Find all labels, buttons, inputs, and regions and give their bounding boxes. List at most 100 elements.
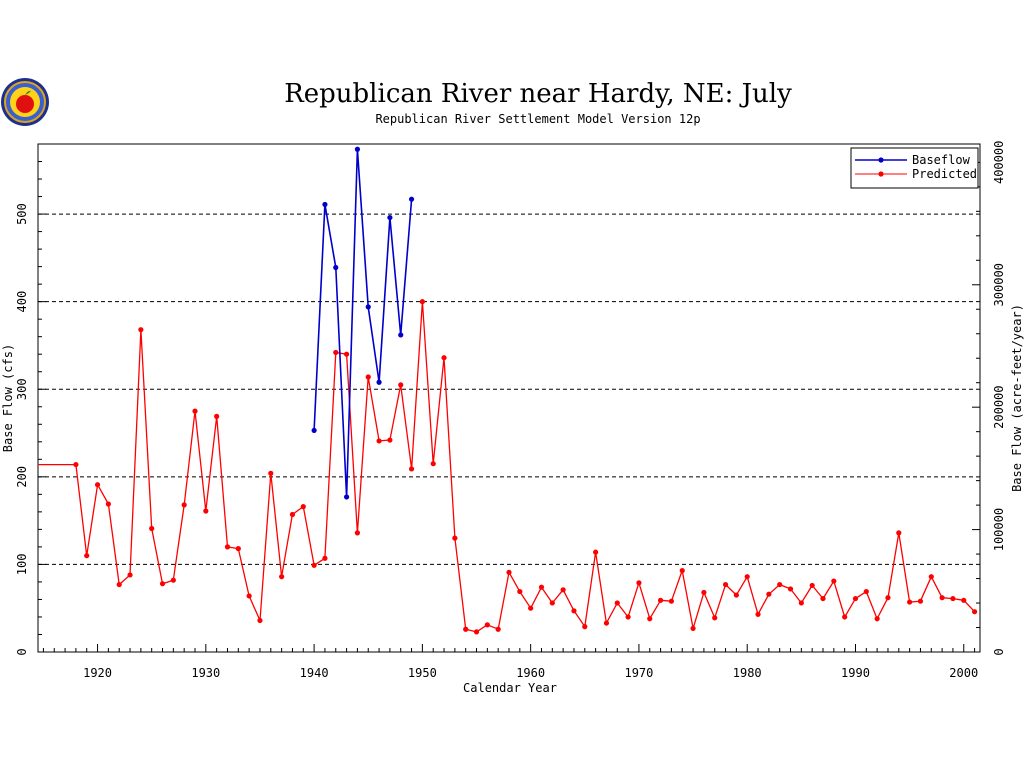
predicted-point (820, 595, 826, 602)
predicted-point (84, 553, 90, 559)
x-tick-label: 2000 (949, 666, 978, 680)
predicted-point (885, 595, 891, 601)
predicted-point (690, 625, 696, 631)
grid-lines (38, 213, 980, 565)
predicted-point (257, 617, 263, 624)
predicted-point (94, 482, 101, 488)
baseflow-point (398, 332, 404, 338)
predicted-point (517, 588, 523, 595)
predicted-point (441, 355, 447, 361)
legend: Baseflow Predicted (850, 147, 979, 189)
predicted-point (300, 504, 306, 510)
predicted-point (322, 555, 328, 561)
plot-frame (37, 143, 981, 653)
x-tick-label: 1960 (516, 666, 545, 680)
legend-baseflow-marker (878, 157, 884, 163)
predicted-point (733, 592, 739, 598)
predicted-point (636, 580, 642, 586)
y-tick-label: 100 (15, 554, 29, 576)
logo-seal-icon (1, 78, 49, 126)
predicted-point (235, 546, 241, 552)
predicted-point (907, 599, 913, 605)
chart-subtitle: Republican River Settlement Model Versio… (375, 112, 700, 126)
predicted-point (744, 574, 750, 580)
y-axis-label: Base Flow (cfs) (1, 344, 15, 452)
predicted-point (614, 600, 620, 606)
x-tick-label: 1970 (624, 666, 653, 680)
predicted-point (354, 530, 361, 536)
predicted-point (582, 624, 588, 630)
predicted-point (192, 408, 198, 414)
baseflow-point (343, 494, 350, 500)
predicted-point (917, 598, 924, 604)
predicted-point (506, 569, 512, 575)
predicted-point (874, 616, 880, 622)
predicted-point (105, 501, 111, 507)
legend-baseflow-label: Baseflow (912, 153, 971, 167)
predicted-point (798, 600, 804, 606)
y-axis-right-label: Base Flow (acre-feet/year) (1010, 304, 1024, 492)
predicted-point (809, 582, 815, 589)
predicted-point (950, 595, 956, 602)
predicted-point (116, 581, 122, 588)
predicted-point (224, 544, 231, 550)
y-right-tick-label: 300000 (992, 263, 1006, 306)
y-tick-label: 500 (15, 203, 29, 225)
axes: 0 100 200 300 400 500 0 100000 200000 300000 40000… (15, 141, 1006, 680)
predicted-point (279, 574, 285, 580)
predicted-point (268, 470, 274, 476)
y-tick-label: 300 (15, 378, 29, 400)
predicted-point (289, 511, 296, 518)
y-right-tick-label: 200000 (992, 386, 1006, 429)
predicted-point (668, 598, 675, 604)
predicted-point (387, 437, 393, 443)
predicted-point (203, 508, 209, 514)
predicted-point (831, 578, 837, 584)
baseflow-point (354, 146, 361, 152)
predicted-point (463, 626, 469, 632)
predicted-point (214, 413, 220, 419)
legend-predicted-label: Predicted (912, 167, 977, 181)
x-axis-label: Calendar Year (463, 681, 557, 695)
x-tick-label: 1990 (841, 666, 870, 680)
chart-title: Republican River near Hardy, NE: July (284, 79, 792, 109)
predicted-point (560, 587, 566, 593)
predicted-point (333, 349, 339, 356)
baseflow-point (408, 196, 415, 202)
predicted-point (928, 574, 934, 580)
x-tick-label: 1930 (191, 666, 220, 680)
predicted-point (473, 629, 480, 635)
predicted-point (863, 588, 869, 595)
legend-box (850, 147, 979, 189)
predicted-point (430, 461, 436, 467)
predicted-point (625, 614, 631, 620)
baseflow-point (365, 304, 371, 310)
y-tick-label: 0 (15, 648, 29, 655)
predicted-point (376, 438, 382, 444)
predicted-point (896, 530, 902, 536)
predicted-point (961, 597, 967, 603)
predicted-point (701, 589, 707, 596)
predicted-point (73, 461, 79, 468)
y-tick-label: 200 (15, 466, 29, 488)
predicted-point (311, 562, 317, 568)
predicted-point (939, 595, 945, 601)
predicted-point (787, 586, 794, 592)
predicted-point (722, 581, 729, 588)
predicted-point (138, 327, 144, 333)
baseflow-point (376, 379, 382, 385)
baseflow-point (333, 264, 339, 271)
baseflow-series-line (313, 148, 413, 498)
predicted-point (755, 611, 761, 617)
predicted-point (170, 577, 176, 583)
predicted-point (603, 620, 610, 626)
predicted-point (549, 600, 555, 606)
predicted-point (419, 299, 425, 305)
predicted-point (657, 597, 664, 603)
predicted-point (842, 614, 848, 620)
predicted-point (343, 351, 350, 357)
predicted-point (712, 615, 718, 621)
predicted-point (495, 626, 501, 632)
baseflow-point (322, 201, 328, 208)
